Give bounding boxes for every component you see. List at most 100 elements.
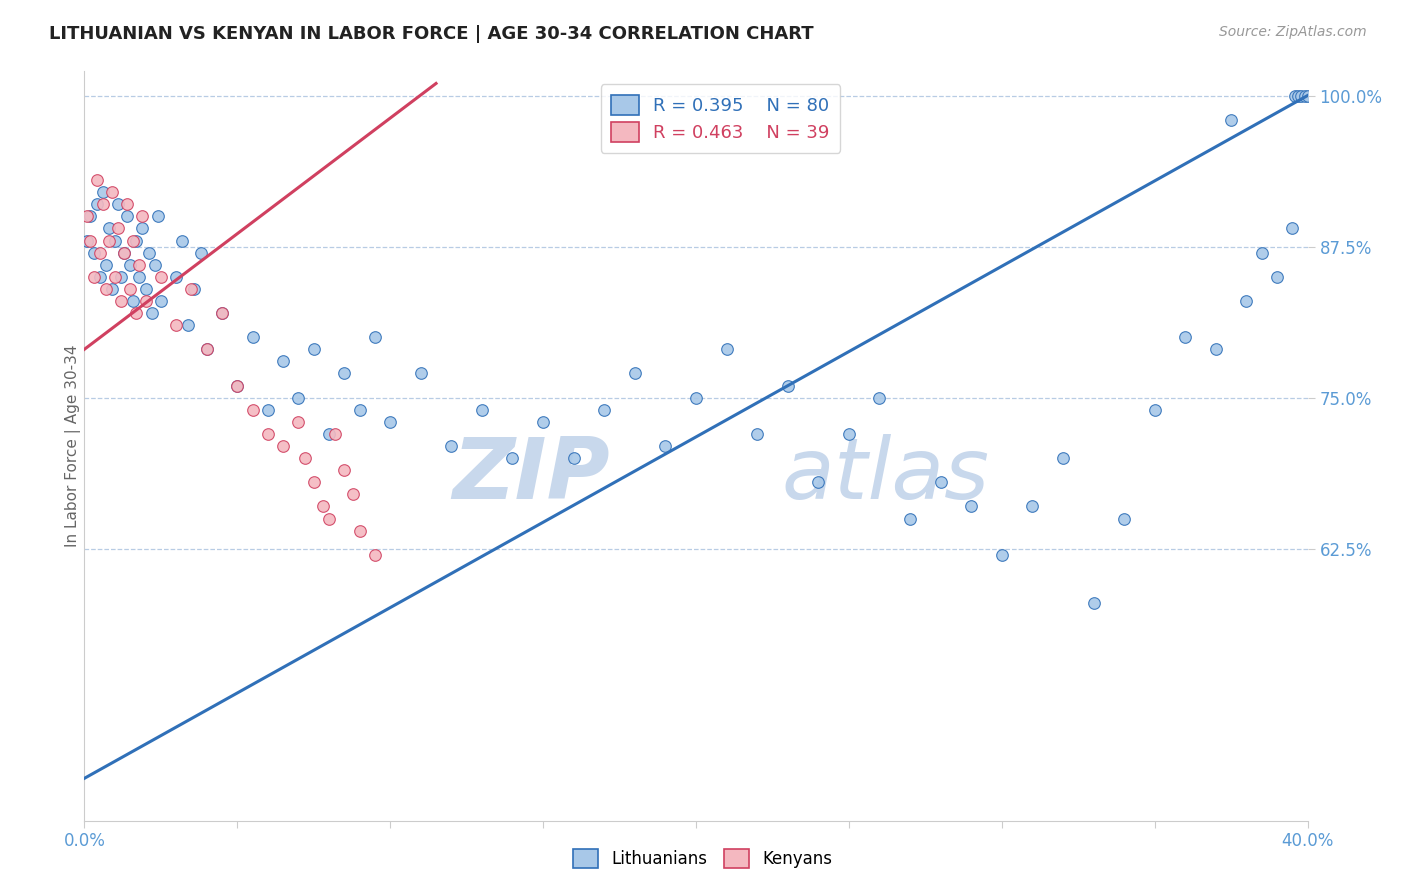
Point (115, 210, 138, 224)
Point (149, 293, 172, 308)
Point (97, 221, 120, 235)
Point (1294, 88, 1316, 103)
Point (94, 282, 117, 296)
Point (104, 269, 127, 284)
Point (1114, 511, 1136, 525)
Point (89, 269, 111, 284)
Point (120, 258, 142, 272)
Point (302, 475, 325, 490)
Point (138, 245, 160, 260)
Point (380, 415, 402, 429)
Point (991, 548, 1014, 562)
Point (104, 234, 127, 248)
Point (531, 415, 554, 429)
Point (141, 306, 163, 320)
Point (364, 330, 387, 344)
Point (177, 318, 200, 333)
Point (120, 282, 142, 296)
Point (471, 402, 494, 417)
Point (112, 245, 135, 260)
Point (79, 234, 101, 248)
Point (302, 343, 325, 357)
Point (76, 210, 98, 224)
Point (318, 511, 340, 525)
Point (1284, 88, 1306, 103)
Point (146, 210, 169, 224)
Point (1265, 269, 1288, 284)
Point (226, 378, 249, 392)
Point (342, 487, 364, 501)
Point (838, 426, 860, 441)
Point (195, 343, 218, 357)
Point (294, 451, 316, 466)
Point (323, 426, 346, 441)
Legend: Lithuanians, Kenyans: Lithuanians, Kenyans (567, 843, 839, 875)
Point (747, 426, 769, 441)
Point (135, 282, 157, 296)
Point (76, 234, 98, 248)
Point (180, 282, 202, 296)
Point (1143, 402, 1166, 417)
Point (195, 343, 218, 357)
Point (333, 463, 356, 477)
Point (349, 402, 371, 417)
Text: ZIP: ZIP (453, 434, 610, 517)
Point (101, 185, 124, 199)
Point (1205, 343, 1227, 357)
Point (211, 306, 233, 320)
Point (89, 245, 111, 260)
Point (101, 282, 124, 296)
Point (1052, 451, 1074, 466)
Point (112, 245, 135, 260)
Point (242, 402, 264, 417)
Point (929, 475, 952, 490)
Point (125, 306, 148, 320)
Point (1083, 596, 1105, 610)
Point (654, 439, 676, 453)
Point (242, 330, 264, 344)
Point (1286, 88, 1309, 103)
Point (226, 378, 249, 392)
Point (257, 426, 280, 441)
Y-axis label: In Labor Force | Age 30-34: In Labor Force | Age 30-34 (65, 344, 82, 548)
Point (115, 197, 138, 211)
Point (318, 426, 340, 441)
Point (128, 269, 150, 284)
Point (86, 173, 108, 187)
Point (271, 439, 294, 453)
Point (122, 293, 145, 308)
Point (107, 197, 129, 211)
Point (97, 234, 120, 248)
Point (110, 293, 132, 308)
Text: Source: ZipAtlas.com: Source: ZipAtlas.com (1219, 25, 1367, 39)
Point (502, 451, 524, 466)
Point (869, 391, 891, 405)
Point (190, 245, 212, 260)
Point (149, 269, 172, 284)
Legend: R = 0.395    N = 80, R = 0.463    N = 39: R = 0.395 N = 80, R = 0.463 N = 39 (600, 84, 841, 153)
Point (165, 318, 187, 333)
Point (79, 210, 101, 224)
Point (131, 221, 153, 235)
Point (287, 391, 309, 405)
Point (593, 402, 616, 417)
Point (131, 210, 153, 224)
Point (1281, 221, 1303, 235)
Point (1296, 88, 1319, 103)
Point (409, 367, 432, 381)
Point (807, 475, 830, 490)
Point (183, 282, 205, 296)
Point (94, 258, 117, 272)
Point (287, 415, 309, 429)
Point (960, 500, 983, 514)
Point (107, 221, 129, 235)
Point (1174, 330, 1197, 344)
Point (685, 391, 707, 405)
Point (165, 269, 187, 284)
Point (349, 524, 371, 538)
Point (110, 269, 132, 284)
Point (440, 439, 463, 453)
Point (135, 293, 157, 308)
Point (271, 354, 294, 368)
Point (128, 258, 150, 272)
